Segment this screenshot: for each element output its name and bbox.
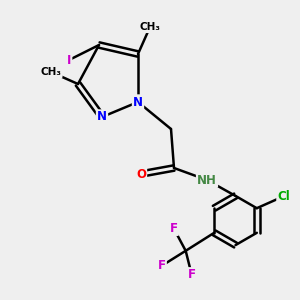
Text: N: N xyxy=(133,95,143,109)
Text: N: N xyxy=(97,110,107,124)
Text: Cl: Cl xyxy=(278,190,290,203)
Text: I: I xyxy=(67,53,71,67)
Text: F: F xyxy=(158,259,166,272)
Text: O: O xyxy=(136,167,146,181)
Text: CH₃: CH₃ xyxy=(140,22,160,32)
Text: F: F xyxy=(188,268,196,281)
Text: F: F xyxy=(170,222,178,235)
Text: CH₃: CH₃ xyxy=(40,67,61,77)
Text: NH: NH xyxy=(197,173,217,187)
